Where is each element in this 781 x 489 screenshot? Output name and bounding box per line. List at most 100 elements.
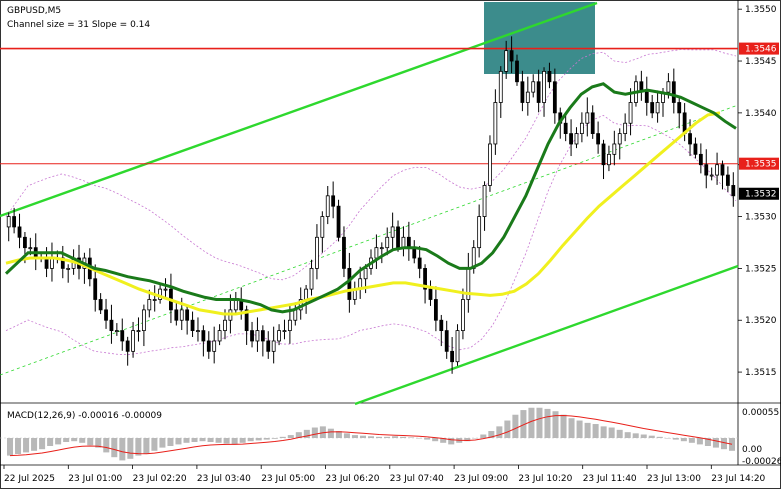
candle: [488, 135, 492, 192]
macd-bar: [592, 424, 599, 438]
macd-bar: [127, 438, 134, 459]
candle: [428, 280, 433, 306]
candle-body: [385, 236, 390, 249]
macd-bar: [287, 435, 294, 438]
macd-bar: [400, 436, 407, 438]
macd-bar: [23, 438, 30, 453]
y-tick-label: 1.3540: [745, 109, 777, 119]
candle-body: [174, 309, 179, 321]
macd-bar: [712, 438, 719, 448]
candle-body: [423, 267, 427, 290]
candle-body: [287, 319, 292, 332]
macd-bar: [319, 426, 326, 438]
candle: [450, 337, 455, 374]
macd-bar: [143, 438, 150, 454]
candle: [482, 181, 487, 231]
ma-fast-line: [4, 82, 737, 314]
candle-body: [379, 247, 384, 250]
consolidation-zone: [484, 2, 595, 74]
macd-bar: [536, 407, 543, 438]
candle-body: [320, 216, 325, 238]
candle-body: [271, 340, 276, 352]
macd-bar: [640, 434, 647, 438]
candle-body: [331, 195, 336, 207]
candle: [174, 302, 179, 326]
macd-bar: [584, 422, 591, 438]
candle-body: [617, 133, 622, 145]
macd-bar: [255, 438, 262, 441]
channel-info: Channel size = 31 Slope = 0.14: [7, 20, 150, 30]
candle-body: [223, 319, 227, 332]
candle-body: [390, 226, 395, 238]
macd-scale-zero: 0.00: [742, 445, 762, 455]
candle-body: [515, 60, 519, 83]
candle-body: [455, 330, 460, 363]
candle-body: [363, 267, 368, 280]
candle: [731, 172, 736, 207]
candle: [152, 285, 157, 312]
candle-body: [520, 81, 525, 103]
bollinger-upper: [5, 49, 737, 281]
macd-bar: [151, 438, 158, 451]
candle: [309, 259, 314, 296]
macd-bar: [135, 438, 142, 456]
macd-scale-bottom: -0.00026: [742, 457, 781, 467]
price-label-box: [739, 42, 779, 55]
macd-bar: [351, 435, 358, 438]
macd-bar: [159, 438, 166, 448]
candle-body: [698, 153, 703, 166]
candle: [423, 264, 427, 304]
candle-body: [493, 102, 498, 145]
candle: [347, 252, 352, 313]
candle-body: [720, 164, 725, 176]
candle-body: [704, 164, 709, 176]
candle-body: [590, 112, 595, 135]
candle: [444, 320, 449, 359]
macd-bar: [311, 427, 318, 438]
macd-signal-line: [9, 414, 733, 457]
macd-bar: [496, 426, 503, 438]
candle-body: [444, 330, 449, 352]
candle: [477, 204, 482, 258]
x-tick-label: 23 Jul 06:20: [326, 474, 380, 484]
candle-body: [114, 330, 119, 333]
candle-body: [212, 340, 217, 352]
y-tick-label: 1.3550: [745, 5, 777, 15]
candle: [271, 326, 276, 364]
candle: [109, 304, 114, 344]
macd-bar: [223, 438, 230, 444]
macd-bar: [440, 438, 447, 443]
candle: [255, 317, 260, 352]
candle-body: [66, 267, 71, 270]
macd-bar: [367, 436, 375, 438]
x-axis-ticks: 22 Jul 2025 23 Jul 01:00 23 Jul 02:20 23 Ju…: [3, 465, 766, 484]
candle-body: [498, 70, 503, 103]
y-tick-label: 1.3545: [745, 57, 777, 67]
candle-body: [147, 299, 152, 311]
candle: [725, 166, 730, 192]
candle: [217, 324, 222, 346]
macd-bar: [215, 438, 222, 443]
candle: [385, 227, 390, 256]
macd-bar: [464, 438, 471, 442]
candle-body: [374, 247, 379, 259]
macd-bar: [560, 414, 567, 438]
candle: [141, 304, 146, 347]
x-tick-label: 23 Jul 02:20: [133, 474, 187, 484]
candle: [563, 113, 568, 142]
macd-bar: [672, 438, 679, 440]
macd-bar: [416, 438, 423, 439]
x-tick-label: 23 Jul 10:20: [518, 474, 572, 484]
macd-scale-top: 0.00055: [742, 408, 779, 418]
candle: [455, 324, 460, 366]
candle: [325, 186, 330, 225]
x-tick-label: 23 Jul 03:40: [197, 474, 251, 484]
candle: [98, 293, 103, 315]
macd-bar: [552, 411, 559, 438]
candle-body: [585, 112, 590, 124]
candle-body: [715, 164, 719, 176]
candle: [320, 211, 325, 253]
candle: [612, 130, 617, 166]
